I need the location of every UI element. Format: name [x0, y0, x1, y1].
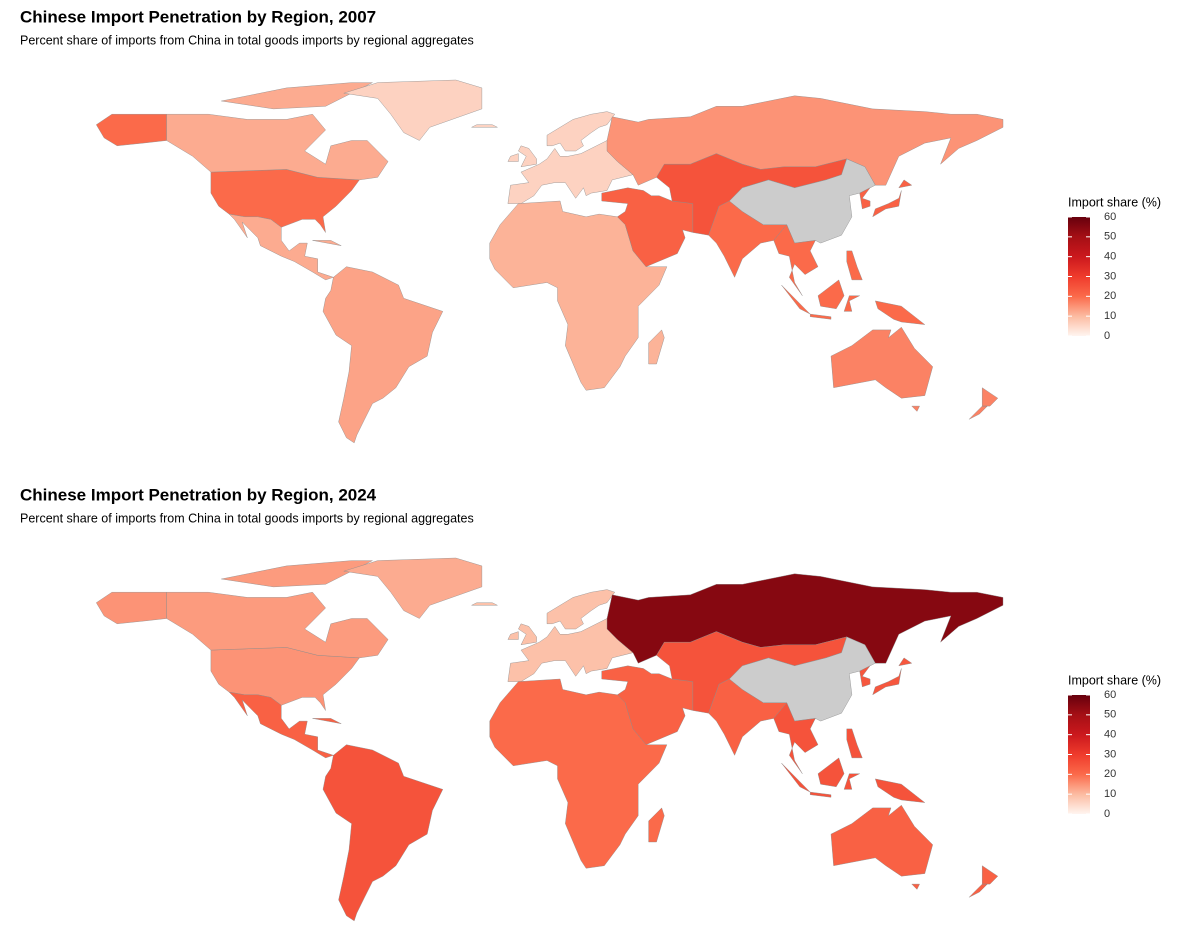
region: [859, 657, 913, 696]
region: [166, 82, 389, 181]
region: [489, 678, 668, 869]
colorbar-tick-label: 30: [1104, 270, 1116, 282]
region: [228, 691, 342, 759]
colorbar-tick-label: 20: [1104, 768, 1116, 780]
colorbar-tick-label: 60: [1104, 211, 1116, 223]
chart-subtitle: Percent share of imports from China in t…: [20, 511, 474, 525]
colorbar-tick-label: 0: [1104, 808, 1110, 820]
chart-title: Chinese Import Penetration by Region, 20…: [20, 485, 377, 504]
colorbar-tick-label: 30: [1104, 748, 1116, 760]
region: [830, 326, 933, 412]
region: [322, 744, 444, 922]
colorbar-tick-label: 50: [1104, 231, 1116, 243]
colorbar-tick-label: 50: [1104, 709, 1116, 721]
map-panel: Chinese Import Penetration by Region, 20…: [20, 7, 1161, 444]
region: [773, 224, 926, 325]
colorbar-tick-label: 10: [1104, 788, 1116, 800]
region: [343, 79, 483, 141]
region: [228, 213, 342, 281]
region: [471, 589, 634, 682]
legend-title: Import share (%): [1068, 195, 1161, 209]
chart-subtitle: Percent share of imports from China in t…: [20, 33, 474, 47]
region: [830, 804, 933, 890]
region: [322, 266, 444, 444]
region: [166, 560, 389, 659]
region: [859, 179, 913, 218]
colorbar: [1068, 217, 1090, 336]
region: [601, 187, 694, 267]
colorbar-tick-label: 40: [1104, 251, 1116, 263]
colorbar-tick-label: 10: [1104, 310, 1116, 322]
chart-title: Chinese Import Penetration by Region, 20…: [20, 7, 376, 26]
region: [773, 702, 926, 803]
colorbar-tick-label: 60: [1104, 689, 1116, 701]
colorbar-tick-label: 20: [1104, 290, 1116, 302]
region: [471, 111, 634, 204]
colorbar-tick-label: 40: [1104, 729, 1116, 741]
colorbar-tick-label: 0: [1104, 330, 1110, 342]
region: [968, 387, 999, 420]
region: [343, 557, 483, 619]
region: [968, 865, 999, 898]
legend-title: Import share (%): [1068, 673, 1161, 687]
region: [601, 665, 694, 745]
colorbar: [1068, 695, 1090, 814]
map-panel: Chinese Import Penetration by Region, 20…: [20, 485, 1161, 922]
region: [489, 200, 668, 391]
